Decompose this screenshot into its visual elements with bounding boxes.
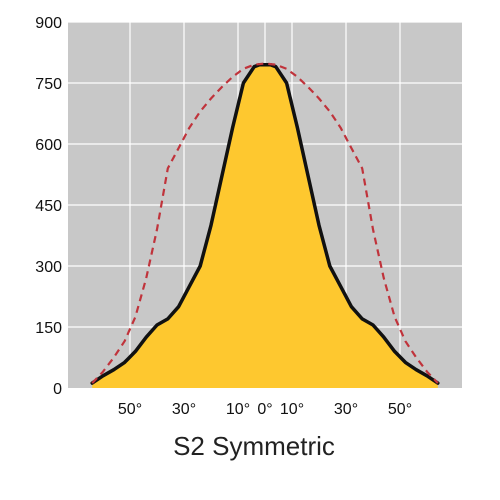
x-tick-label: 0° xyxy=(257,401,272,418)
x-tick-label: 30° xyxy=(334,401,358,418)
x-tick-label: 50° xyxy=(388,401,412,418)
x-tick-labels: 50° 30° 10° 0° 10° 30° 50° xyxy=(118,401,412,418)
solid-series-line xyxy=(90,62,440,385)
x-tick-label: 10° xyxy=(280,401,304,418)
x-tick-label: 10° xyxy=(226,401,250,418)
x-tick-label: 30° xyxy=(172,401,196,418)
chart-title: S2 Symmetric xyxy=(173,431,335,461)
y-tick-label: 750 xyxy=(35,76,62,93)
dashed-series-line xyxy=(91,62,439,384)
y-tick-label: 300 xyxy=(35,259,62,276)
y-tick-label: 900 xyxy=(35,15,62,32)
y-tick-label: 150 xyxy=(35,320,62,337)
y-tick-labels: 0 150 300 450 600 750 900 xyxy=(35,15,62,398)
x-tick-label: 50° xyxy=(118,401,142,418)
y-tick-label: 450 xyxy=(35,198,62,215)
y-tick-label: 0 xyxy=(53,381,62,398)
y-tick-label: 600 xyxy=(35,137,62,154)
